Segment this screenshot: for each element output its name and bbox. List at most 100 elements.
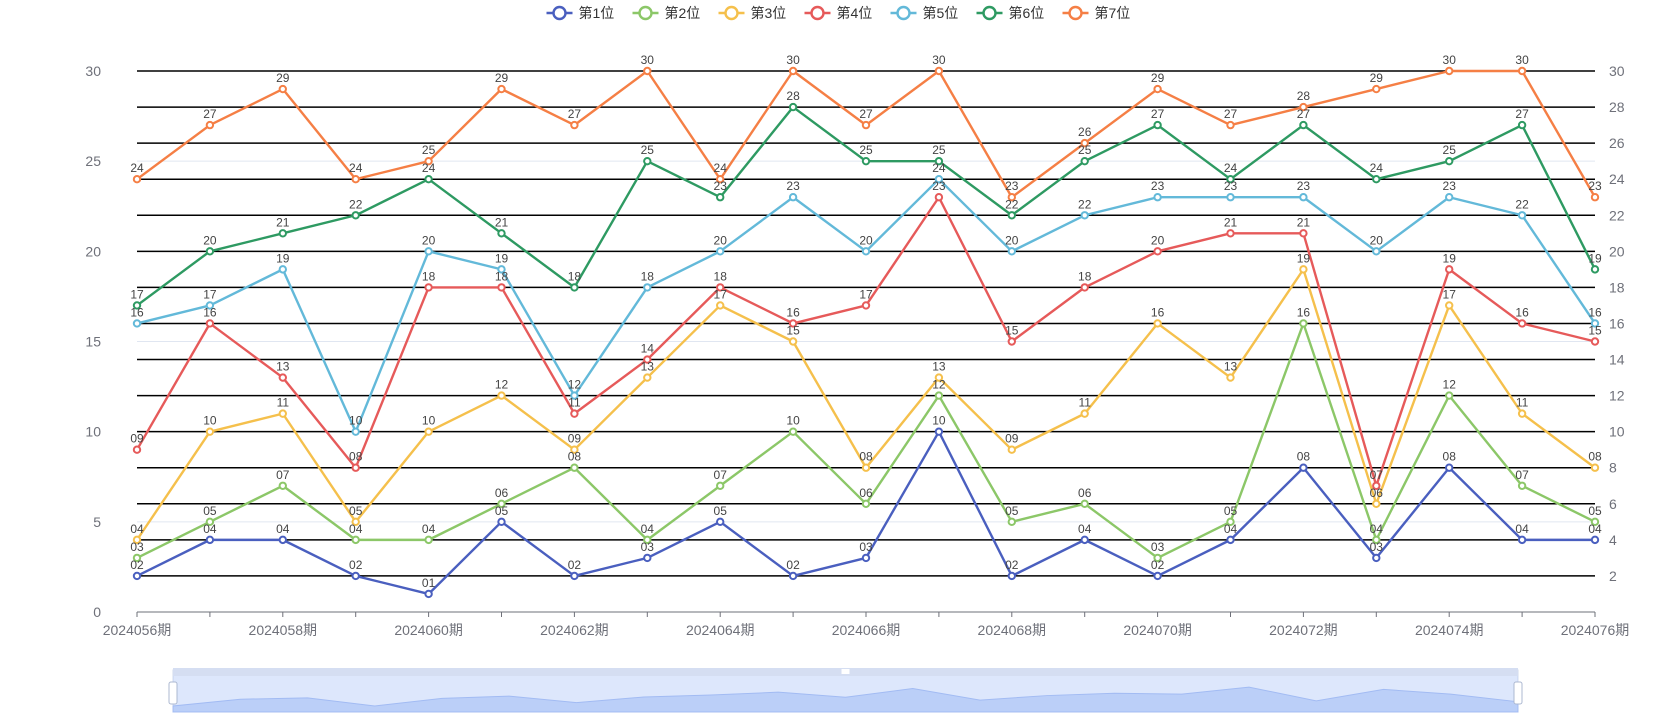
data-point[interactable] (1299, 463, 1308, 472)
data-point[interactable] (934, 156, 944, 166)
data-point[interactable] (497, 229, 506, 238)
data-point[interactable] (1372, 535, 1381, 545)
data-point[interactable] (424, 589, 433, 599)
data-point[interactable] (643, 156, 652, 166)
data-point[interactable] (278, 373, 287, 382)
data-point[interactable] (861, 499, 871, 508)
data-point[interactable] (351, 571, 360, 581)
data-point[interactable] (934, 391, 944, 400)
data-point[interactable] (205, 247, 215, 256)
data-point[interactable] (497, 517, 506, 527)
data-point[interactable] (205, 535, 215, 545)
data-point[interactable] (497, 391, 506, 400)
data-point[interactable] (205, 301, 215, 310)
data-point[interactable] (1590, 517, 1600, 527)
data-point[interactable] (1153, 247, 1162, 256)
data-point[interactable] (1007, 445, 1016, 454)
data-point[interactable] (424, 175, 433, 184)
data-point[interactable] (1517, 211, 1527, 220)
data-point[interactable] (716, 481, 725, 490)
data-point[interactable] (788, 337, 798, 346)
data-point[interactable] (1153, 319, 1162, 328)
legend-item-7[interactable]: 第7位 (1062, 5, 1131, 21)
data-point[interactable] (934, 373, 944, 382)
data-point[interactable] (351, 517, 360, 527)
data-point[interactable] (278, 84, 287, 94)
data-point[interactable] (351, 175, 360, 184)
data-point[interactable] (1153, 84, 1162, 94)
data-point[interactable] (570, 409, 579, 418)
data-point[interactable] (1299, 102, 1308, 112)
data-point[interactable] (1299, 193, 1308, 202)
data-point[interactable] (1080, 211, 1089, 220)
data-point[interactable] (1226, 120, 1235, 130)
data-point[interactable] (132, 301, 142, 310)
data-point[interactable] (861, 156, 871, 166)
data-point[interactable] (351, 463, 360, 472)
data-point[interactable] (205, 427, 215, 436)
data-point[interactable] (351, 535, 360, 545)
data-point[interactable] (1445, 66, 1454, 76)
data-point[interactable] (1226, 175, 1235, 184)
data-point[interactable] (1299, 229, 1308, 238)
data-point[interactable] (643, 283, 652, 292)
data-point[interactable] (1590, 319, 1600, 328)
data-point[interactable] (351, 211, 360, 220)
data-point[interactable] (716, 517, 725, 527)
data-point[interactable] (1080, 409, 1089, 418)
data-point[interactable] (861, 120, 871, 130)
data-point[interactable] (278, 481, 287, 490)
data-point[interactable] (1299, 265, 1308, 274)
data-point[interactable] (278, 409, 287, 418)
data-point[interactable] (570, 283, 579, 292)
data-point[interactable] (132, 175, 142, 184)
data-point[interactable] (132, 535, 142, 545)
data-point[interactable] (643, 66, 652, 76)
data-point[interactable] (1007, 517, 1016, 527)
data-point[interactable] (716, 175, 725, 184)
data-point[interactable] (1372, 247, 1381, 256)
legend-item-3[interactable]: 第3位 (718, 5, 787, 21)
data-point[interactable] (497, 265, 506, 274)
data-point[interactable] (1299, 120, 1308, 130)
data-point[interactable] (788, 571, 798, 581)
data-point[interactable] (570, 571, 579, 581)
data-point[interactable] (788, 319, 798, 328)
data-point[interactable] (934, 175, 944, 184)
data-point[interactable] (643, 373, 652, 382)
data-point[interactable] (570, 463, 579, 472)
legend-item-6[interactable]: 第6位 (976, 5, 1045, 21)
data-point[interactable] (1445, 193, 1454, 202)
data-point[interactable] (1007, 337, 1016, 346)
data-point[interactable] (1153, 193, 1162, 202)
data-point[interactable] (1007, 571, 1016, 581)
data-point[interactable] (205, 120, 215, 130)
data-point[interactable] (1372, 481, 1381, 490)
data-point[interactable] (1226, 535, 1235, 545)
data-point[interactable] (1590, 463, 1600, 472)
data-point[interactable] (1372, 175, 1381, 184)
data-point[interactable] (1445, 301, 1454, 310)
data-point[interactable] (1372, 553, 1381, 563)
data-point[interactable] (424, 283, 433, 292)
data-point[interactable] (716, 247, 725, 256)
data-point[interactable] (1080, 138, 1089, 148)
legend-item-4[interactable]: 第4位 (804, 5, 873, 21)
data-point[interactable] (351, 427, 360, 436)
data-point[interactable] (570, 445, 579, 454)
data-point[interactable] (570, 120, 579, 130)
legend-item-5[interactable]: 第5位 (890, 5, 959, 21)
data-point[interactable] (788, 427, 798, 436)
data-point[interactable] (497, 283, 506, 292)
data-point[interactable] (1517, 319, 1527, 328)
data-point[interactable] (1445, 156, 1454, 166)
data-point[interactable] (424, 156, 433, 166)
data-point[interactable] (1517, 481, 1527, 490)
data-point[interactable] (1080, 535, 1089, 545)
data-point[interactable] (861, 553, 871, 563)
data-point[interactable] (1517, 66, 1527, 76)
data-point[interactable] (934, 193, 944, 202)
data-point[interactable] (1080, 283, 1089, 292)
data-point[interactable] (205, 319, 215, 328)
data-point[interactable] (1590, 535, 1600, 545)
